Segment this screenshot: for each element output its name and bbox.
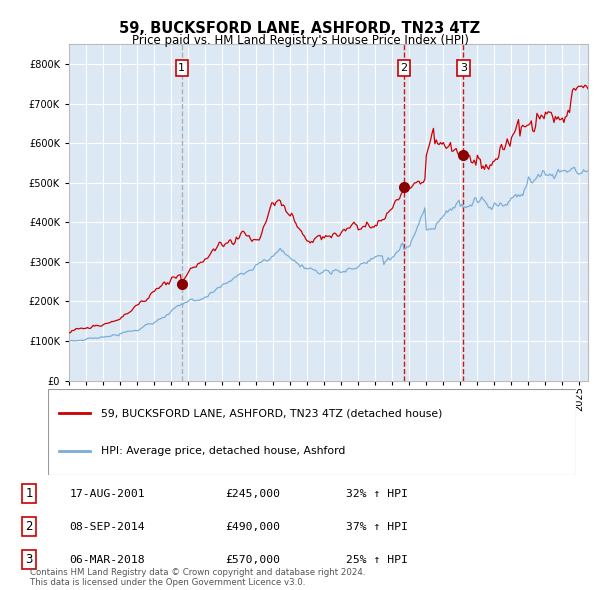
Text: 37% ↑ HPI: 37% ↑ HPI [346, 522, 408, 532]
Text: £570,000: £570,000 [225, 555, 280, 565]
FancyBboxPatch shape [48, 389, 576, 475]
Text: 2: 2 [26, 520, 33, 533]
Text: 2: 2 [400, 63, 407, 73]
Text: 59, BUCKSFORD LANE, ASHFORD, TN23 4TZ: 59, BUCKSFORD LANE, ASHFORD, TN23 4TZ [119, 21, 481, 35]
Text: 3: 3 [26, 553, 33, 566]
Text: £490,000: £490,000 [225, 522, 280, 532]
Text: 1: 1 [178, 63, 185, 73]
Text: £245,000: £245,000 [225, 489, 280, 499]
Text: 1: 1 [26, 487, 33, 500]
Text: 08-SEP-2014: 08-SEP-2014 [70, 522, 145, 532]
Text: 3: 3 [460, 63, 467, 73]
Text: Contains HM Land Registry data © Crown copyright and database right 2024.
This d: Contains HM Land Registry data © Crown c… [30, 568, 365, 587]
Text: 25% ↑ HPI: 25% ↑ HPI [346, 555, 408, 565]
Text: 06-MAR-2018: 06-MAR-2018 [70, 555, 145, 565]
Text: 59, BUCKSFORD LANE, ASHFORD, TN23 4TZ (detached house): 59, BUCKSFORD LANE, ASHFORD, TN23 4TZ (d… [101, 408, 442, 418]
Text: HPI: Average price, detached house, Ashford: HPI: Average price, detached house, Ashf… [101, 446, 345, 456]
Text: Price paid vs. HM Land Registry's House Price Index (HPI): Price paid vs. HM Land Registry's House … [131, 34, 469, 47]
Text: 32% ↑ HPI: 32% ↑ HPI [346, 489, 408, 499]
Text: 17-AUG-2001: 17-AUG-2001 [70, 489, 145, 499]
